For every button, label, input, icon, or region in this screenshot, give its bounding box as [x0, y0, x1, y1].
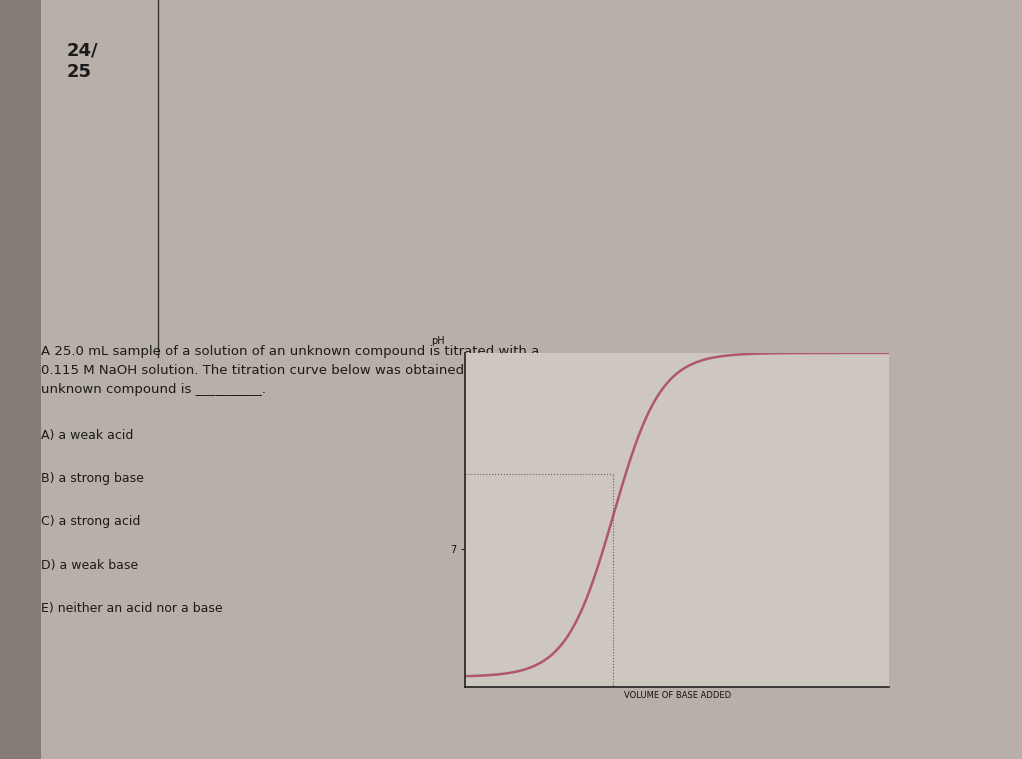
Text: B) a strong base: B) a strong base: [41, 472, 144, 485]
Text: A 25.0 mL sample of a solution of an unknown compound is titrated with a
0.115 M: A 25.0 mL sample of a solution of an unk…: [41, 345, 540, 396]
X-axis label: VOLUME OF BASE ADDED: VOLUME OF BASE ADDED: [623, 691, 731, 700]
Text: A) a weak acid: A) a weak acid: [41, 429, 133, 442]
Bar: [0, 0, 41, 759]
Text: 24/
25: 24/ 25: [66, 42, 98, 80]
Text: E) neither an acid nor a base: E) neither an acid nor a base: [41, 602, 223, 615]
Text: pH: pH: [431, 336, 445, 346]
Text: D) a weak base: D) a weak base: [41, 559, 138, 572]
Text: C) a strong acid: C) a strong acid: [41, 515, 140, 528]
